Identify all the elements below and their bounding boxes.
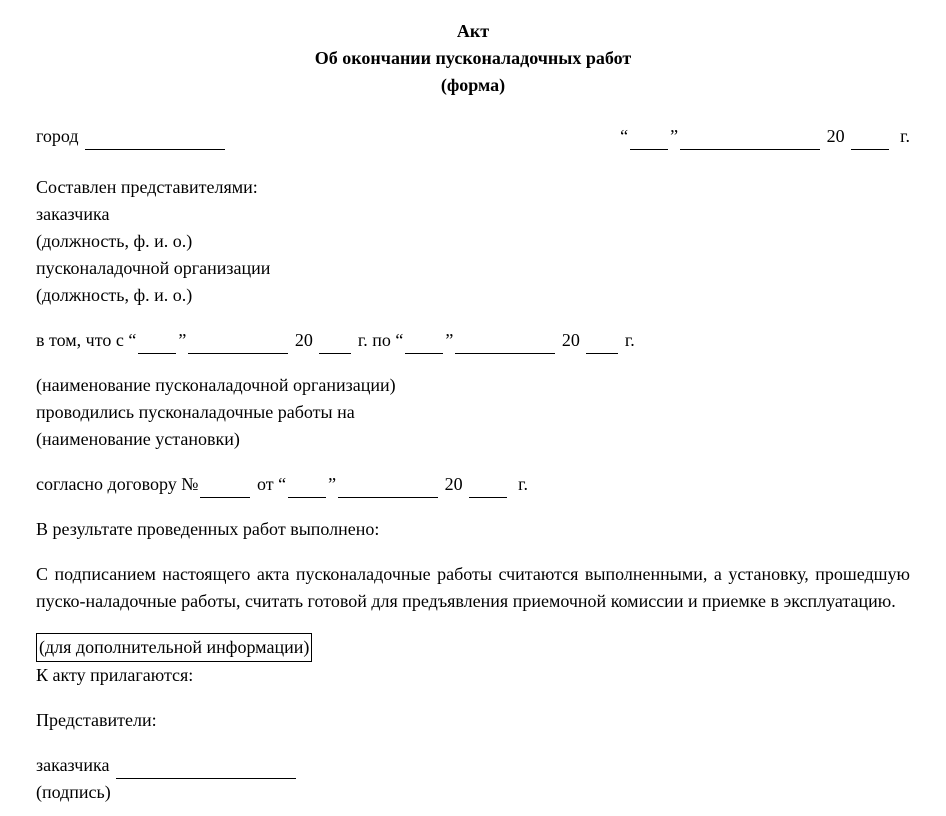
period-suffix: г.: [625, 330, 635, 350]
period-year-prefix-2: 20: [562, 330, 580, 350]
contract-year-blank[interactable]: [469, 479, 507, 498]
contract-year-prefix: 20: [445, 474, 463, 494]
results-heading: В результате проведенных работ выполнено…: [36, 516, 910, 543]
customer-line: заказчика: [36, 201, 910, 228]
customer-sign-label: заказчика: [36, 755, 109, 775]
period-month1-blank[interactable]: [188, 335, 288, 354]
attachments-line: К акту прилагаются:: [36, 662, 910, 689]
customer-sign-row: заказчика: [36, 752, 910, 779]
role-fio-2: (должность, ф. и. о.): [36, 282, 910, 309]
period-year1-blank[interactable]: [319, 335, 351, 354]
contract-suffix: г.: [518, 474, 528, 494]
title-line-1: Акт: [36, 18, 910, 45]
org-name-hint: (наименование пусконаладочной организаци…: [36, 372, 910, 399]
contract-day-blank[interactable]: [288, 479, 326, 498]
city-block: город: [36, 123, 620, 150]
period-year2-blank[interactable]: [586, 335, 618, 354]
customer-sign-blank[interactable]: [116, 760, 296, 779]
period-year-prefix-1: 20: [295, 330, 313, 350]
contract-from: от: [257, 474, 274, 494]
org-line: пусконаладочной организации: [36, 255, 910, 282]
date-month-blank[interactable]: [680, 131, 820, 150]
representatives-heading: Представители:: [36, 707, 910, 734]
contract-prefix: согласно договору №: [36, 474, 198, 494]
contract-rq: ”: [328, 474, 336, 494]
title-line-3: (форма): [36, 72, 910, 99]
date-year-suffix: г.: [900, 126, 910, 146]
period-lq2: “: [395, 330, 403, 350]
date-right-quote: ”: [670, 126, 678, 146]
period-prefix: в том, что с: [36, 330, 124, 350]
works-on-line: проводились пусконаладочные работы на: [36, 399, 910, 426]
contract-lq: “: [278, 474, 286, 494]
city-blank[interactable]: [85, 131, 225, 150]
extra-info-row: (для дополнительной информации): [36, 633, 910, 662]
period-month2-blank[interactable]: [455, 335, 555, 354]
contract-month-blank[interactable]: [338, 479, 438, 498]
period-mid: г. по: [358, 330, 391, 350]
signing-paragraph: С подписанием настоящего акта пусконалад…: [36, 561, 910, 615]
document-page: Акт Об окончании пусконаладочных работ (…: [0, 0, 946, 816]
period-lq1: “: [128, 330, 136, 350]
date-year-blank[interactable]: [851, 131, 889, 150]
city-label: город: [36, 126, 79, 146]
title-line-2: Об окончании пусконаладочных работ: [36, 45, 910, 72]
sign-hint: (подпись): [36, 779, 910, 806]
period-day1-blank[interactable]: [138, 335, 176, 354]
unit-name-hint: (наименование установки): [36, 426, 910, 453]
date-day-blank[interactable]: [630, 131, 668, 150]
contract-line: согласно договору № от “ ” 20 г.: [36, 471, 910, 498]
date-block: “ ” 20 г.: [620, 123, 910, 150]
period-day2-blank[interactable]: [405, 335, 443, 354]
date-left-quote: “: [620, 126, 628, 146]
composed-heading: Составлен представителями:: [36, 174, 910, 201]
date-year-prefix: 20: [827, 126, 845, 146]
period-line: в том, что с “ ” 20 г. по “ ” 20 г.: [36, 327, 910, 354]
contract-no-blank[interactable]: [200, 479, 250, 498]
period-rq2: ”: [445, 330, 453, 350]
extra-info-box: (для дополнительной информации): [36, 633, 312, 662]
city-date-row: город “ ” 20 г.: [36, 123, 910, 150]
role-fio-1: (должность, ф. и. о.): [36, 228, 910, 255]
period-rq1: ”: [178, 330, 186, 350]
